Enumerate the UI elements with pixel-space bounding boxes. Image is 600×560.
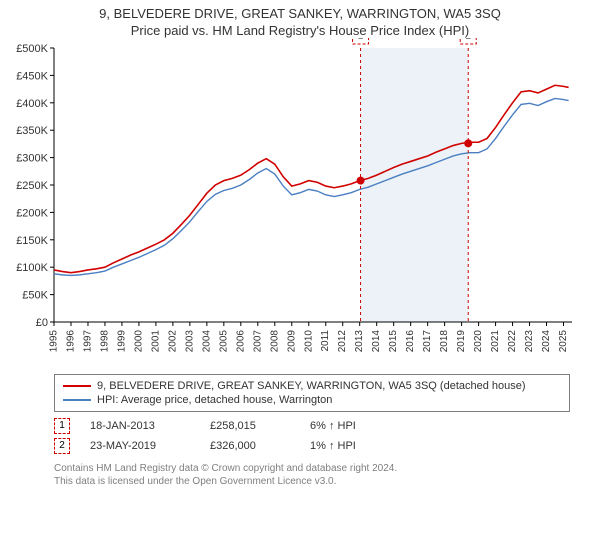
svg-text:2001: 2001 bbox=[150, 330, 161, 353]
svg-text:2019: 2019 bbox=[456, 330, 467, 353]
legend-item-1: 9, BELVEDERE DRIVE, GREAT SANKEY, WARRIN… bbox=[63, 379, 561, 393]
svg-text:2002: 2002 bbox=[167, 330, 178, 353]
legend-item-2: HPI: Average price, detached house, Warr… bbox=[63, 393, 561, 407]
svg-text:2009: 2009 bbox=[286, 330, 297, 353]
sale-date: 23-MAY-2019 bbox=[90, 440, 190, 452]
footer-attribution: Contains HM Land Registry data © Crown c… bbox=[54, 462, 570, 488]
legend-label-2: HPI: Average price, detached house, Warr… bbox=[97, 394, 332, 406]
svg-text:£500K: £500K bbox=[16, 43, 48, 55]
svg-text:2012: 2012 bbox=[337, 330, 348, 353]
svg-text:2007: 2007 bbox=[252, 330, 263, 353]
svg-text:2008: 2008 bbox=[269, 330, 280, 353]
svg-text:2005: 2005 bbox=[218, 330, 229, 353]
footer-line-2: This data is licensed under the Open Gov… bbox=[54, 475, 570, 488]
svg-text:£150K: £150K bbox=[16, 235, 48, 247]
sale-date: 18-JAN-2013 bbox=[90, 420, 190, 432]
sale-pct: 1% ↑ HPI bbox=[310, 440, 390, 452]
svg-text:2013: 2013 bbox=[354, 330, 365, 353]
svg-text:2004: 2004 bbox=[201, 330, 212, 353]
page-title: 9, BELVEDERE DRIVE, GREAT SANKEY, WARRIN… bbox=[0, 6, 600, 21]
svg-text:2006: 2006 bbox=[235, 330, 246, 353]
footer-line-1: Contains HM Land Registry data © Crown c… bbox=[54, 462, 570, 475]
svg-text:2: 2 bbox=[465, 38, 471, 42]
svg-text:1997: 1997 bbox=[82, 330, 93, 353]
sale-row: 2 23-MAY-2019 £326,000 1% ↑ HPI bbox=[54, 436, 570, 456]
price-chart: £0 £50K £100K £150K £200K £250K £300K £350K £400… bbox=[0, 38, 600, 368]
svg-text:£450K: £450K bbox=[16, 70, 48, 82]
svg-text:£50K: £50K bbox=[22, 290, 48, 302]
svg-text:1: 1 bbox=[358, 38, 364, 42]
svg-text:£0: £0 bbox=[36, 317, 48, 329]
legend-swatch-1 bbox=[63, 385, 91, 387]
svg-text:£250K: £250K bbox=[16, 180, 48, 192]
svg-text:2014: 2014 bbox=[371, 330, 382, 353]
sale-row: 1 18-JAN-2013 £258,015 6% ↑ HPI bbox=[54, 416, 570, 436]
svg-text:£100K: £100K bbox=[16, 262, 48, 274]
svg-text:2015: 2015 bbox=[388, 330, 399, 353]
svg-text:£400K: £400K bbox=[16, 98, 48, 110]
page-subtitle: Price paid vs. HM Land Registry's House … bbox=[0, 23, 600, 38]
legend-swatch-2 bbox=[63, 399, 91, 401]
sale-marker-icon: 1 bbox=[54, 418, 70, 434]
svg-text:1996: 1996 bbox=[65, 330, 76, 353]
svg-text:2020: 2020 bbox=[473, 330, 484, 353]
svg-text:£200K: £200K bbox=[16, 207, 48, 219]
svg-text:1995: 1995 bbox=[49, 330, 60, 353]
svg-text:£350K: £350K bbox=[16, 125, 48, 137]
svg-text:1998: 1998 bbox=[99, 330, 110, 353]
sale-price: £258,015 bbox=[210, 420, 290, 432]
svg-text:2018: 2018 bbox=[439, 330, 450, 353]
sale-marker-icon: 2 bbox=[54, 438, 70, 454]
svg-text:2023: 2023 bbox=[524, 330, 535, 353]
sales-table: 1 18-JAN-2013 £258,015 6% ↑ HPI 2 23-MAY… bbox=[54, 416, 570, 456]
svg-text:2024: 2024 bbox=[541, 330, 552, 353]
legend: 9, BELVEDERE DRIVE, GREAT SANKEY, WARRIN… bbox=[54, 374, 570, 412]
svg-text:2011: 2011 bbox=[320, 330, 331, 352]
svg-text:2025: 2025 bbox=[558, 330, 569, 353]
svg-text:2000: 2000 bbox=[133, 330, 144, 353]
svg-text:2017: 2017 bbox=[422, 330, 433, 353]
svg-text:2003: 2003 bbox=[184, 330, 195, 353]
svg-text:1999: 1999 bbox=[116, 330, 127, 353]
svg-text:2016: 2016 bbox=[405, 330, 416, 353]
svg-text:2022: 2022 bbox=[507, 330, 518, 353]
sale-price: £326,000 bbox=[210, 440, 290, 452]
svg-text:2021: 2021 bbox=[490, 330, 501, 353]
legend-label-1: 9, BELVEDERE DRIVE, GREAT SANKEY, WARRIN… bbox=[97, 380, 526, 392]
svg-text:2010: 2010 bbox=[303, 330, 314, 353]
sale-pct: 6% ↑ HPI bbox=[310, 420, 390, 432]
svg-text:£300K: £300K bbox=[16, 153, 48, 165]
